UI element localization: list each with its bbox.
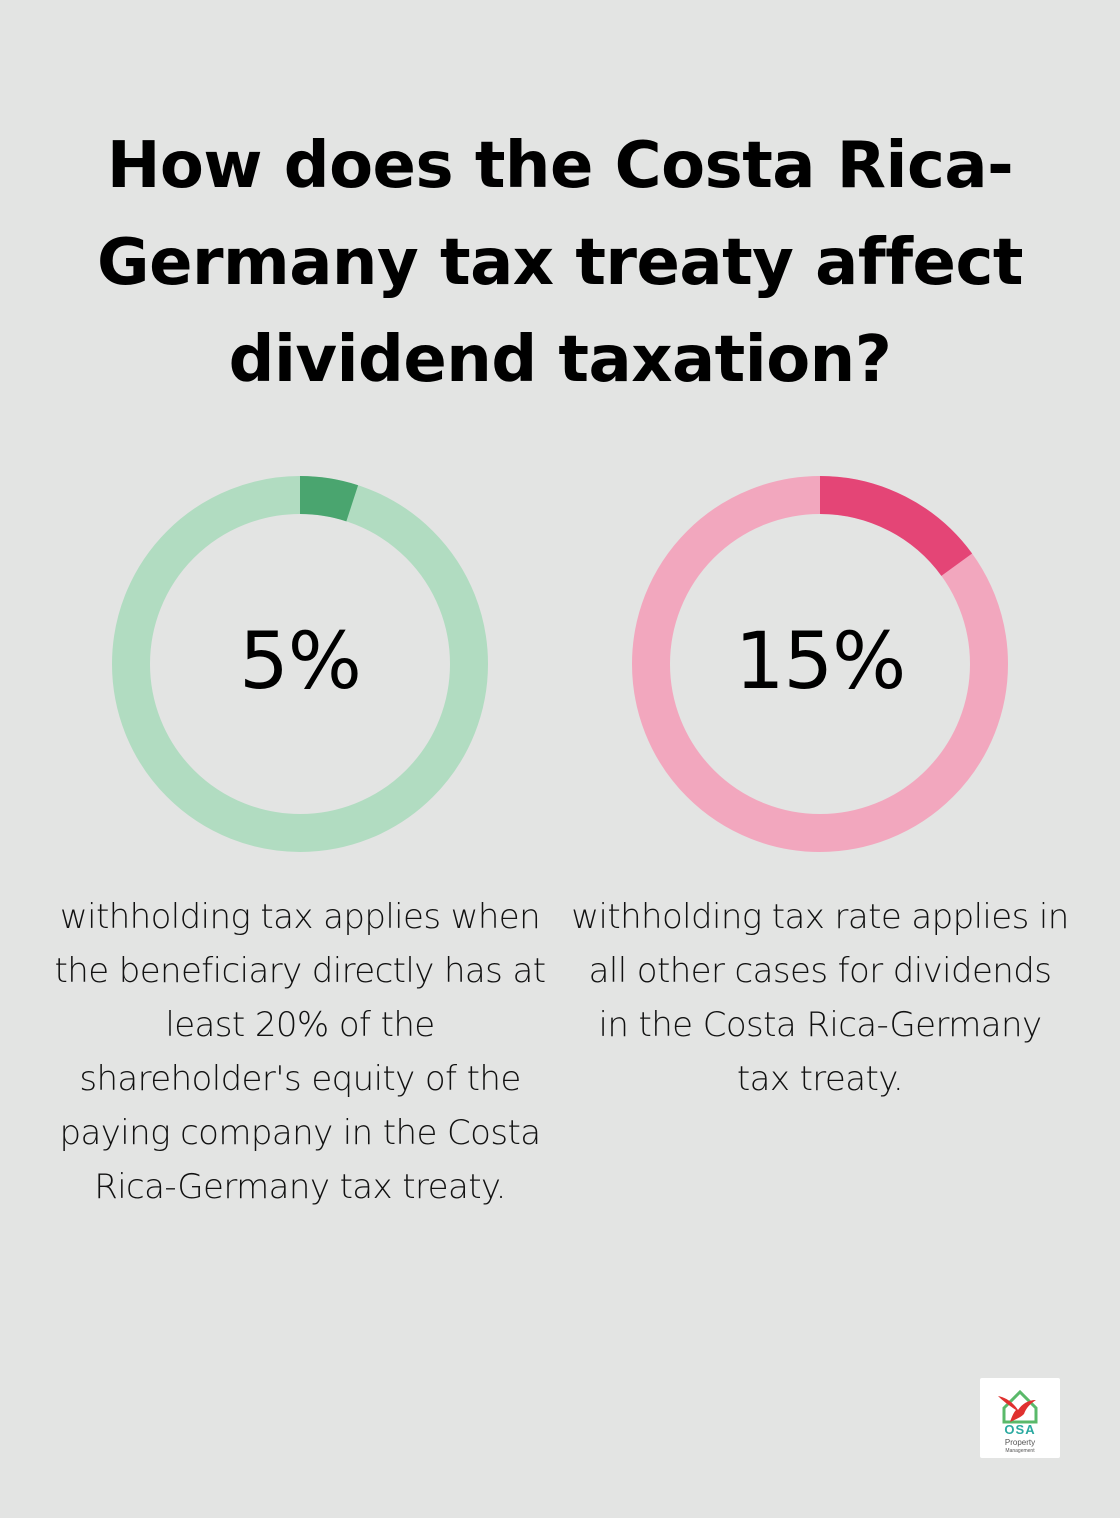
logo-subtitle-line1: Property — [1004, 1438, 1036, 1447]
donut-value-label: 5% — [239, 617, 362, 707]
stat-caption-5-percent: withholding tax applies when the benefic… — [54, 897, 547, 1207]
donut-value-label: 15% — [734, 617, 906, 707]
logo-name: OSA — [1004, 1422, 1036, 1437]
logo-bird-icon — [998, 1396, 1036, 1422]
stat-caption-15-percent: withholding tax rate applies in all othe… — [571, 897, 1069, 1099]
page-title: How does the Costa Rica-Germany tax trea… — [97, 129, 1023, 397]
stat-card-5-percent: 5% — [110, 474, 490, 854]
donut-value-arc — [819, 476, 973, 577]
logo-bird-house-icon — [998, 1389, 1038, 1424]
logo-subtitle-line2: Management — [1005, 1448, 1035, 1454]
donut-value-arc — [299, 476, 359, 522]
donut-chart-5-percent: 5% — [110, 474, 490, 854]
donut-svg — [112, 476, 488, 852]
stat-card-15-percent: 15% — [630, 474, 1010, 854]
donut-chart-15-percent: 15% — [630, 474, 1010, 854]
logo-house-icon — [1002, 1389, 1038, 1424]
osa-logo: OSA Property Management — [980, 1378, 1060, 1458]
donut-svg — [632, 476, 1008, 852]
